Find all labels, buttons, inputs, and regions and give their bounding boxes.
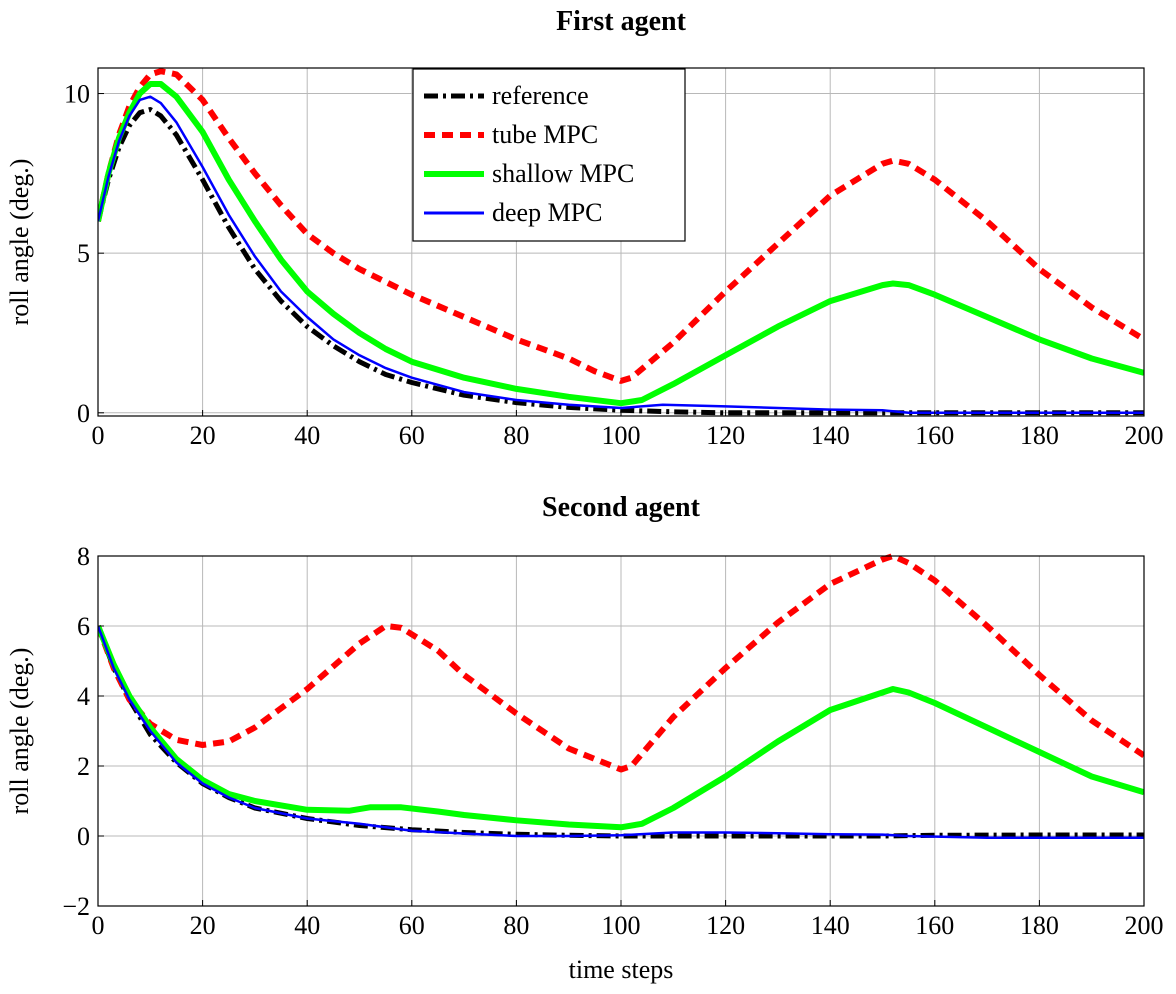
series-layer — [98, 68, 1144, 416]
x-tick-label: 200 — [1125, 911, 1164, 940]
y-tick-label: 0 — [77, 822, 90, 851]
x-tick-label: 140 — [811, 911, 850, 940]
series-line-reference — [98, 107, 1144, 416]
series-line-tube-mpc — [98, 553, 1144, 773]
legend-entry-tube-mpc: tube MPC — [424, 120, 598, 149]
chart-title: Second agent — [542, 492, 701, 523]
x-tick-label: 60 — [399, 911, 425, 940]
x-tick-label: 40 — [294, 911, 320, 940]
x-tick-label: 100 — [602, 421, 641, 450]
x-tick-label: 120 — [706, 421, 745, 450]
x-tick-label: 180 — [1020, 421, 1059, 450]
x-tick-label: 60 — [399, 421, 425, 450]
tick-labels: 0 20 40 60 80 100 120 140 160 180 200 0 5 10 — [64, 80, 1164, 450]
x-tick-label: 80 — [503, 911, 529, 940]
legend: reference tube MPC shallow MPC deep MPC — [412, 68, 686, 242]
x-tick-label: 200 — [1125, 421, 1164, 450]
x-tick-label: 140 — [811, 421, 850, 450]
x-tick-label: 100 — [602, 911, 641, 940]
y-tick-label: 0 — [77, 399, 90, 428]
legend-entry-shallow-mpc: shallow MPC — [424, 159, 634, 188]
legend-label-deep-mpc: deep MPC — [492, 198, 603, 227]
series-line-tube-mpc — [98, 68, 1144, 384]
x-tick-label: 120 — [706, 911, 745, 940]
series-line-shallow-mpc — [98, 624, 1144, 831]
x-tick-label: 20 — [190, 421, 216, 450]
x-tick-label: 20 — [190, 911, 216, 940]
tick-marks — [97, 93, 1145, 416]
legend-label-shallow-mpc: shallow MPC — [492, 159, 634, 188]
x-tick-label: 40 — [294, 421, 320, 450]
y-tick-label: 10 — [64, 80, 90, 109]
series-line-deep-mpc — [98, 95, 1144, 415]
chart-second-agent: Second agent 0 20 40 60 80 100 120 140 160 180 200… — [5, 492, 1164, 984]
series-layer — [98, 553, 1144, 840]
y-tick-label: 4 — [77, 682, 90, 711]
y-tick-label: 2 — [77, 752, 90, 781]
series-line-deep-mpc — [98, 625, 1144, 840]
y-axis-label: roll angle (deg.) — [5, 648, 34, 815]
x-tick-label: 0 — [92, 911, 105, 940]
x-tick-label: 0 — [92, 421, 105, 450]
x-tick-label: 180 — [1020, 911, 1059, 940]
legend-label-reference: reference — [492, 81, 589, 110]
chart-title: First agent — [556, 6, 687, 37]
legend-entry-deep-mpc: deep MPC — [424, 198, 603, 227]
x-tick-label: 80 — [503, 421, 529, 450]
legend-entry-reference: reference — [424, 81, 589, 110]
legend-label-tube-mpc: tube MPC — [492, 120, 598, 149]
chart-first-agent: First agent 0 20 40 60 80 100 120 140 160 180 2000… — [5, 6, 1164, 450]
x-axis-label: time steps — [569, 955, 674, 984]
y-tick-label: 5 — [77, 239, 90, 268]
y-tick-label: 6 — [77, 612, 90, 641]
tick-marks — [97, 555, 1145, 907]
series-line-shallow-mpc — [98, 81, 1144, 407]
x-tick-label: 160 — [915, 421, 954, 450]
x-tick-label: 160 — [915, 911, 954, 940]
grid — [97, 555, 1145, 907]
y-axis-label: roll angle (deg.) — [5, 159, 34, 326]
y-tick-label: 8 — [77, 542, 90, 571]
y-tick-label: −2 — [62, 892, 90, 921]
